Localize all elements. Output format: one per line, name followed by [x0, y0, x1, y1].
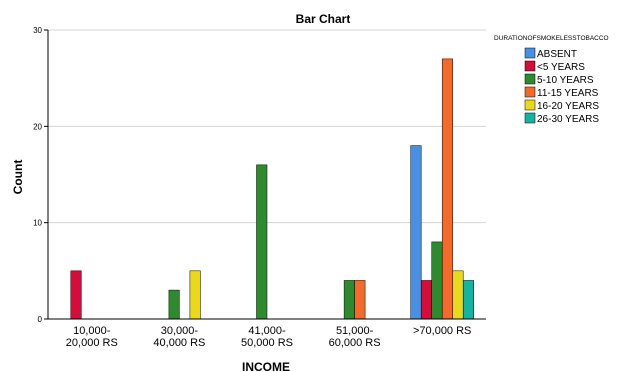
y-tick-label: 20	[33, 122, 42, 131]
bar	[462, 280, 474, 320]
legend-swatch	[524, 99, 536, 111]
legend-label: 26-30 YEARS	[537, 114, 599, 125]
bar	[70, 270, 82, 320]
y-tick-label: 30	[33, 26, 42, 35]
bar	[189, 270, 201, 320]
legend-label: <5 YEARS	[537, 62, 585, 73]
y-axis-title: Count	[11, 160, 25, 195]
bar	[256, 164, 268, 320]
bars	[70, 58, 474, 320]
legend-label: ABSENT	[537, 49, 577, 60]
x-tick-labels: 10,000-20,000 RS 30,000-40,000 RS 41,000-5…	[66, 325, 472, 349]
legend-swatch	[524, 47, 536, 59]
y-tick-label: 10	[33, 219, 42, 228]
x-tick-label: 10,000-20,000 RS	[66, 325, 118, 349]
x-tick-label: 30,000-40,000 RS	[153, 325, 205, 349]
bar	[452, 270, 464, 320]
bar	[343, 280, 355, 320]
legend-swatch	[524, 112, 536, 124]
legend-label: 11-15 YEARS	[537, 88, 599, 99]
legend-swatch	[524, 60, 536, 72]
legend-label: 16-20 YEARS	[537, 101, 599, 112]
x-tick-label: >70,000 RS	[413, 325, 471, 337]
y-tick-labels: 0 10 20 30	[33, 26, 48, 324]
chart-title: Bar Chart	[296, 12, 351, 26]
x-axis-title: INCOME	[242, 360, 290, 372]
y-tick-label: 0	[38, 315, 43, 324]
bar	[420, 280, 432, 320]
bar	[168, 289, 180, 320]
x-tick-label: 41,000-50,000 RS	[241, 325, 293, 349]
legend: ABSENT <5 YEARS 5-10 YEARS 11-15 YEARS 16-20…	[524, 47, 599, 125]
axes	[47, 30, 486, 320]
legend-label: 5-10 YEARS	[537, 75, 594, 86]
x-tick-label: 51,000-60,000 RS	[329, 325, 381, 349]
bar	[441, 58, 453, 320]
bar	[431, 241, 443, 320]
bar	[410, 145, 422, 320]
bar	[354, 280, 366, 320]
legend-swatch	[524, 73, 536, 85]
legend-swatch	[524, 86, 536, 98]
legend-title: DURATIONOFSMOKELESSTOBACCO	[494, 35, 609, 42]
